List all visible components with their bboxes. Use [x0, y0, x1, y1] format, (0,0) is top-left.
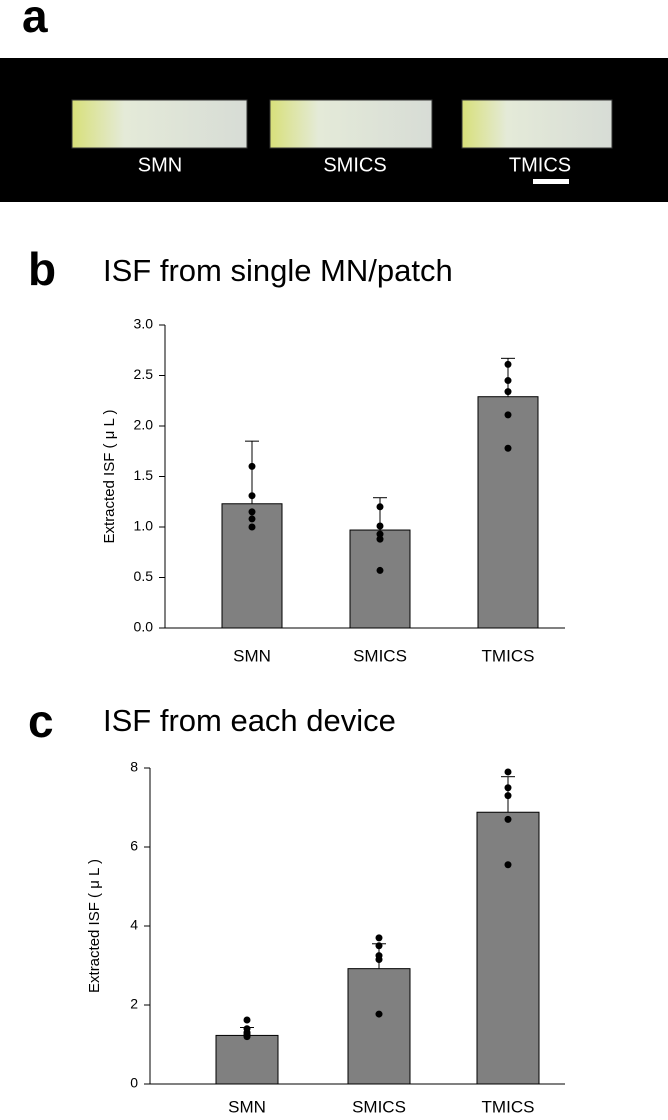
data-point [243, 1016, 251, 1024]
y-tick-label: 8 [130, 759, 138, 775]
photo-strips [71, 99, 613, 149]
bar [476, 811, 540, 1085]
strip [461, 99, 613, 149]
x-tick-label: SMN [233, 646, 271, 665]
data-point [376, 503, 384, 511]
x-tick-label: TMICS [482, 1097, 535, 1116]
data-point [504, 411, 512, 419]
y-axis-label: Extracted ISF ( μ L ) [101, 410, 118, 544]
y-tick-label: 1.0 [134, 518, 154, 534]
data-point [248, 523, 256, 531]
y-tick-label: 2.5 [134, 366, 154, 382]
data-point [504, 815, 512, 823]
data-point [376, 535, 384, 543]
data-point [248, 508, 256, 516]
y-tick-label: 2.0 [134, 417, 154, 433]
data-point [376, 530, 384, 538]
data-point [376, 522, 384, 530]
data-point [375, 934, 383, 942]
chart-title: ISF from each device [103, 703, 396, 738]
data-point [504, 861, 512, 869]
strip [269, 99, 433, 149]
panel-letter: c [28, 695, 54, 747]
bar [215, 1034, 279, 1085]
data-point [375, 1010, 383, 1018]
y-tick-label: 0 [130, 1075, 138, 1091]
y-tick-label: 4 [130, 917, 138, 933]
y-tick-label: 6 [130, 838, 138, 854]
x-tick-label: TMICS [482, 646, 535, 665]
bar [347, 968, 411, 1085]
data-point [504, 360, 512, 368]
data-point [375, 956, 383, 964]
data-point [504, 377, 512, 385]
data-point [504, 444, 512, 452]
photo-label: SMICS [323, 154, 386, 176]
data-point [248, 492, 256, 500]
data-point [504, 792, 512, 800]
x-tick-label: SMICS [353, 646, 407, 665]
panel-letter: a [22, 0, 48, 42]
y-tick-label: 1.5 [134, 467, 154, 483]
photo-label: SMN [138, 154, 182, 176]
chart-title: ISF from single MN/patch [103, 253, 453, 288]
panel-letter: b [28, 243, 56, 295]
y-tick-label: 2 [130, 996, 138, 1012]
y-tick-label: 0.0 [134, 619, 154, 635]
data-point [376, 566, 384, 574]
data-point [504, 784, 512, 792]
data-point [248, 462, 256, 470]
bar [477, 396, 539, 629]
data-point [243, 1033, 251, 1041]
y-tick-label: 0.5 [134, 568, 154, 584]
x-tick-label: SMN [228, 1097, 266, 1116]
strip [71, 99, 248, 149]
scale-bar [533, 179, 569, 184]
photo-label: TMICS [509, 154, 571, 176]
data-point [504, 388, 512, 396]
y-tick-label: 3.0 [134, 316, 154, 332]
y-axis-label: Extracted ISF ( μ L ) [86, 859, 103, 993]
data-point [504, 768, 512, 776]
data-point [248, 515, 256, 523]
x-tick-label: SMICS [352, 1097, 406, 1116]
data-point [375, 942, 383, 950]
bar [349, 529, 411, 629]
